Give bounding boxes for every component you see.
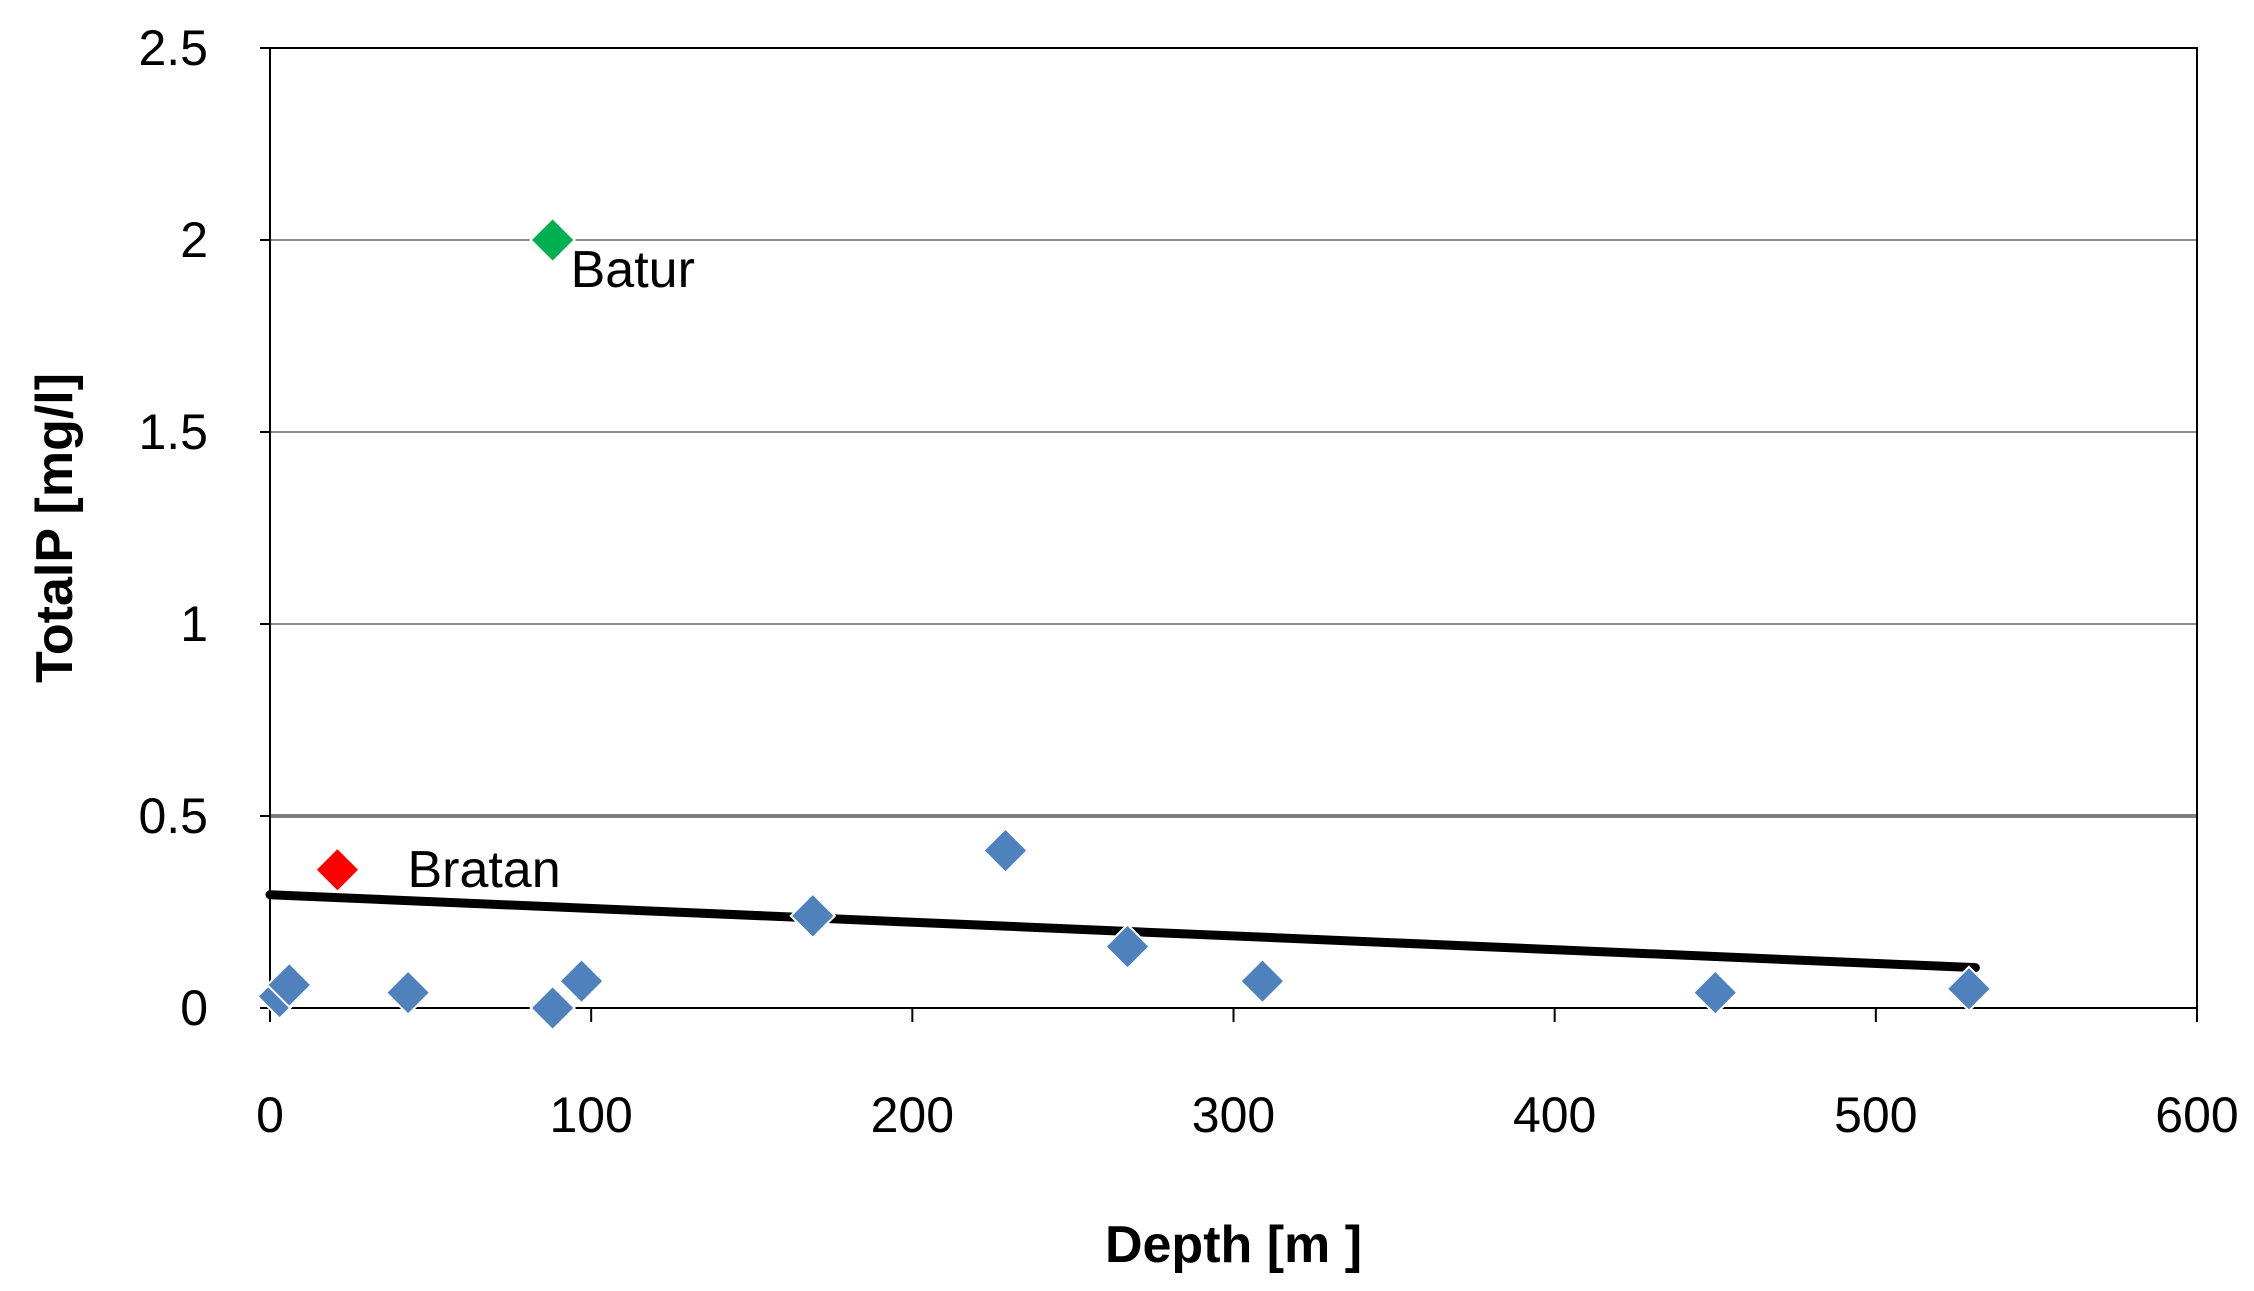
x-tick-label: 400	[1513, 1087, 1596, 1143]
x-tick-label: 0	[256, 1087, 284, 1143]
data-point-label: Bratan	[407, 841, 560, 899]
x-axis-ticks: 0 100 200 300 400 500 600	[256, 1008, 2239, 1143]
data-point-marker	[982, 827, 1029, 874]
data-point-marker	[789, 892, 837, 940]
data-point-marker	[558, 957, 605, 1005]
data-point-marker	[265, 961, 313, 1009]
y-tick-label: 2.5	[138, 20, 208, 76]
y-axis-title: TotalP [mg/l]	[26, 373, 84, 683]
x-tick-label: 200	[871, 1087, 954, 1143]
y-tick-label: 0.5	[138, 788, 208, 844]
y-axis-ticks: 0 0.5 1 1.5 2 2.5	[138, 20, 270, 1036]
data-point-marker	[384, 969, 432, 1017]
gridlines	[270, 239, 2197, 817]
y-tick-label: 1	[180, 596, 208, 652]
y-tick-label: 2	[180, 212, 208, 268]
data-points: Batur Bratan	[256, 216, 1993, 1032]
x-tick-label: 500	[1834, 1087, 1917, 1143]
data-point-marker	[314, 846, 361, 894]
x-tick-label: 300	[1192, 1087, 1275, 1143]
x-tick-label: 100	[549, 1087, 632, 1143]
x-tick-label: 600	[2155, 1087, 2238, 1143]
data-point-marker	[1691, 969, 1739, 1017]
data-point-marker	[1104, 923, 1151, 970]
data-point-marker	[1945, 965, 1993, 1013]
x-axis-title: Depth [m ]	[1105, 1216, 1362, 1274]
y-tick-label: 1.5	[138, 404, 208, 460]
y-tick-label: 0	[180, 980, 208, 1036]
data-point-marker	[529, 984, 577, 1032]
data-point-marker	[1238, 957, 1286, 1005]
data-point-label: Batur	[571, 241, 695, 299]
data-point-marker	[529, 216, 577, 264]
